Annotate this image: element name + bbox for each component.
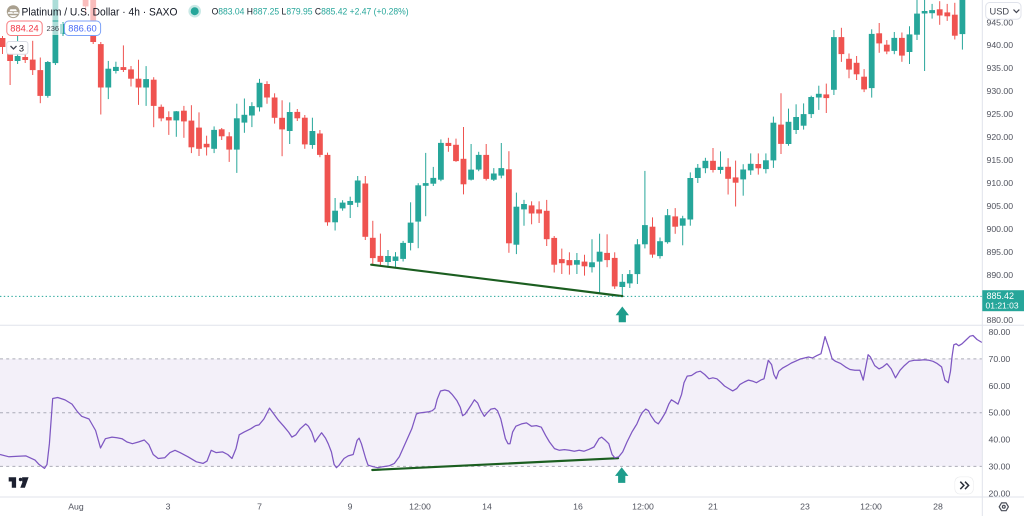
svg-text:28: 28 (933, 502, 943, 512)
svg-text:915.00: 915.00 (987, 155, 1014, 165)
svg-text:935.00: 935.00 (987, 63, 1014, 73)
svg-text:Aug: Aug (68, 502, 84, 512)
svg-text:940.00: 940.00 (987, 40, 1014, 50)
svg-text:930.00: 930.00 (987, 86, 1014, 96)
svg-text:16: 16 (573, 502, 583, 512)
svg-text:80.00: 80.00 (989, 327, 1011, 337)
svg-text:70.00: 70.00 (989, 354, 1011, 364)
svg-text:14: 14 (482, 502, 492, 512)
svg-text:236: 236 (47, 24, 60, 33)
svg-text:40.00: 40.00 (989, 435, 1011, 445)
svg-text:O883.04 H887.25 L879.95 C885.4: O883.04 H887.25 L879.95 C885.42 +2.47 (+… (212, 7, 409, 17)
svg-text:895.00: 895.00 (987, 247, 1014, 257)
svg-text:01:21:03: 01:21:03 (986, 301, 1019, 311)
svg-text:50.00: 50.00 (989, 408, 1011, 418)
svg-text:USD: USD (990, 6, 1010, 16)
svg-text:9: 9 (348, 502, 353, 512)
svg-text:7: 7 (257, 502, 262, 512)
svg-text:886.60: 886.60 (68, 24, 96, 34)
svg-text:920.00: 920.00 (987, 132, 1014, 142)
svg-text:880.00: 880.00 (987, 315, 1014, 325)
svg-text:12:00: 12:00 (860, 502, 882, 512)
svg-text:3: 3 (166, 502, 171, 512)
svg-text:910.00: 910.00 (987, 178, 1014, 188)
svg-text:20.00: 20.00 (989, 488, 1011, 498)
svg-text:905.00: 905.00 (987, 201, 1014, 211)
svg-text:60.00: 60.00 (989, 381, 1011, 391)
svg-text:925.00: 925.00 (987, 109, 1014, 119)
svg-text:900.00: 900.00 (987, 224, 1014, 234)
svg-text:890.00: 890.00 (987, 270, 1014, 280)
svg-text:21: 21 (708, 502, 718, 512)
svg-text:885.42: 885.42 (987, 291, 1015, 301)
svg-text:30.00: 30.00 (989, 461, 1011, 471)
svg-text:884.24: 884.24 (10, 24, 38, 34)
svg-text:12:00: 12:00 (409, 502, 431, 512)
svg-text:945.00: 945.00 (987, 18, 1014, 28)
svg-text:23: 23 (800, 502, 810, 512)
svg-text:3: 3 (19, 44, 24, 54)
svg-text:Platinum / U.S. Dollar · 4h ·: Platinum / U.S. Dollar · 4h · SAXO (22, 7, 178, 19)
svg-text:12:00: 12:00 (632, 502, 654, 512)
